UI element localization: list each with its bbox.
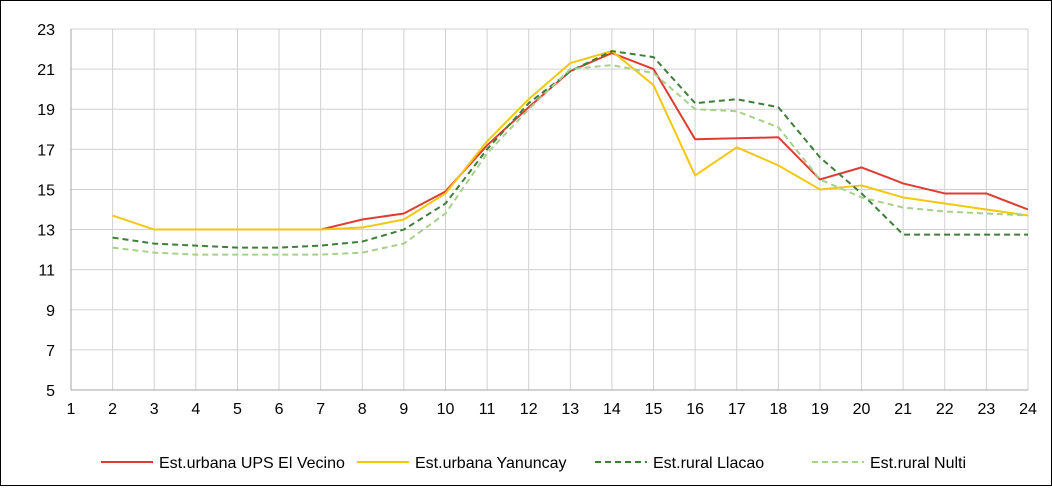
legend-label: Est.urbana UPS El Vecino bbox=[159, 455, 345, 472]
x-tick-label: 5 bbox=[233, 401, 242, 418]
x-tick-label: 24 bbox=[1019, 401, 1037, 418]
x-tick-label: 18 bbox=[769, 401, 787, 418]
y-tick-label: 11 bbox=[38, 263, 55, 280]
x-tick-label: 2 bbox=[108, 401, 117, 418]
y-tick-label: 7 bbox=[46, 343, 55, 360]
x-tick-label: 23 bbox=[977, 401, 995, 418]
y-tick-label: 9 bbox=[46, 303, 55, 320]
x-tick-label: 14 bbox=[603, 401, 621, 418]
x-tick-label: 16 bbox=[686, 401, 704, 418]
y-tick-label: 17 bbox=[37, 142, 55, 159]
x-tick-label: 22 bbox=[936, 401, 954, 418]
x-tick-label: 20 bbox=[853, 401, 871, 418]
y-tick-label: 5 bbox=[46, 383, 55, 400]
legend: Est.urbana UPS El Vecino Est.urbana Yanun… bbox=[101, 455, 966, 472]
legend-label: Est.rural Nulti bbox=[870, 455, 966, 472]
x-tick-label: 8 bbox=[358, 401, 367, 418]
x-tick-label: 19 bbox=[811, 401, 829, 418]
series-line bbox=[112, 50, 1028, 249]
legend-label: Est.urbana Yanuncay bbox=[415, 455, 567, 472]
x-tick-label: 6 bbox=[275, 401, 284, 418]
x-tick-label: 15 bbox=[645, 401, 663, 418]
x-tick-label: 11 bbox=[479, 401, 496, 418]
x-tick-label: 1 bbox=[67, 401, 76, 418]
x-tick-label: 21 bbox=[894, 401, 912, 418]
series-line bbox=[320, 52, 1029, 231]
x-tick-label: 7 bbox=[316, 401, 325, 418]
series-lines bbox=[112, 50, 1029, 256]
y-tick-label: 15 bbox=[37, 182, 55, 199]
y-tick-label: 13 bbox=[37, 223, 55, 240]
x-tick-label: 10 bbox=[437, 401, 455, 418]
x-tick-label: 13 bbox=[561, 401, 579, 418]
y-tick-label: 23 bbox=[37, 22, 55, 39]
y-tick-label: 19 bbox=[37, 102, 55, 119]
legend-label: Est.rural Llacao bbox=[653, 455, 764, 472]
gridlines bbox=[71, 28, 1029, 390]
series-line bbox=[112, 64, 1029, 256]
x-tick-label: 4 bbox=[191, 401, 200, 418]
x-tick-label: 12 bbox=[520, 401, 538, 418]
y-tick-label: 21 bbox=[37, 62, 55, 79]
x-tick-label: 9 bbox=[399, 401, 408, 418]
x-tick-label: 17 bbox=[728, 401, 746, 418]
series-line bbox=[112, 50, 1029, 231]
x-tick-label: 3 bbox=[150, 401, 159, 418]
